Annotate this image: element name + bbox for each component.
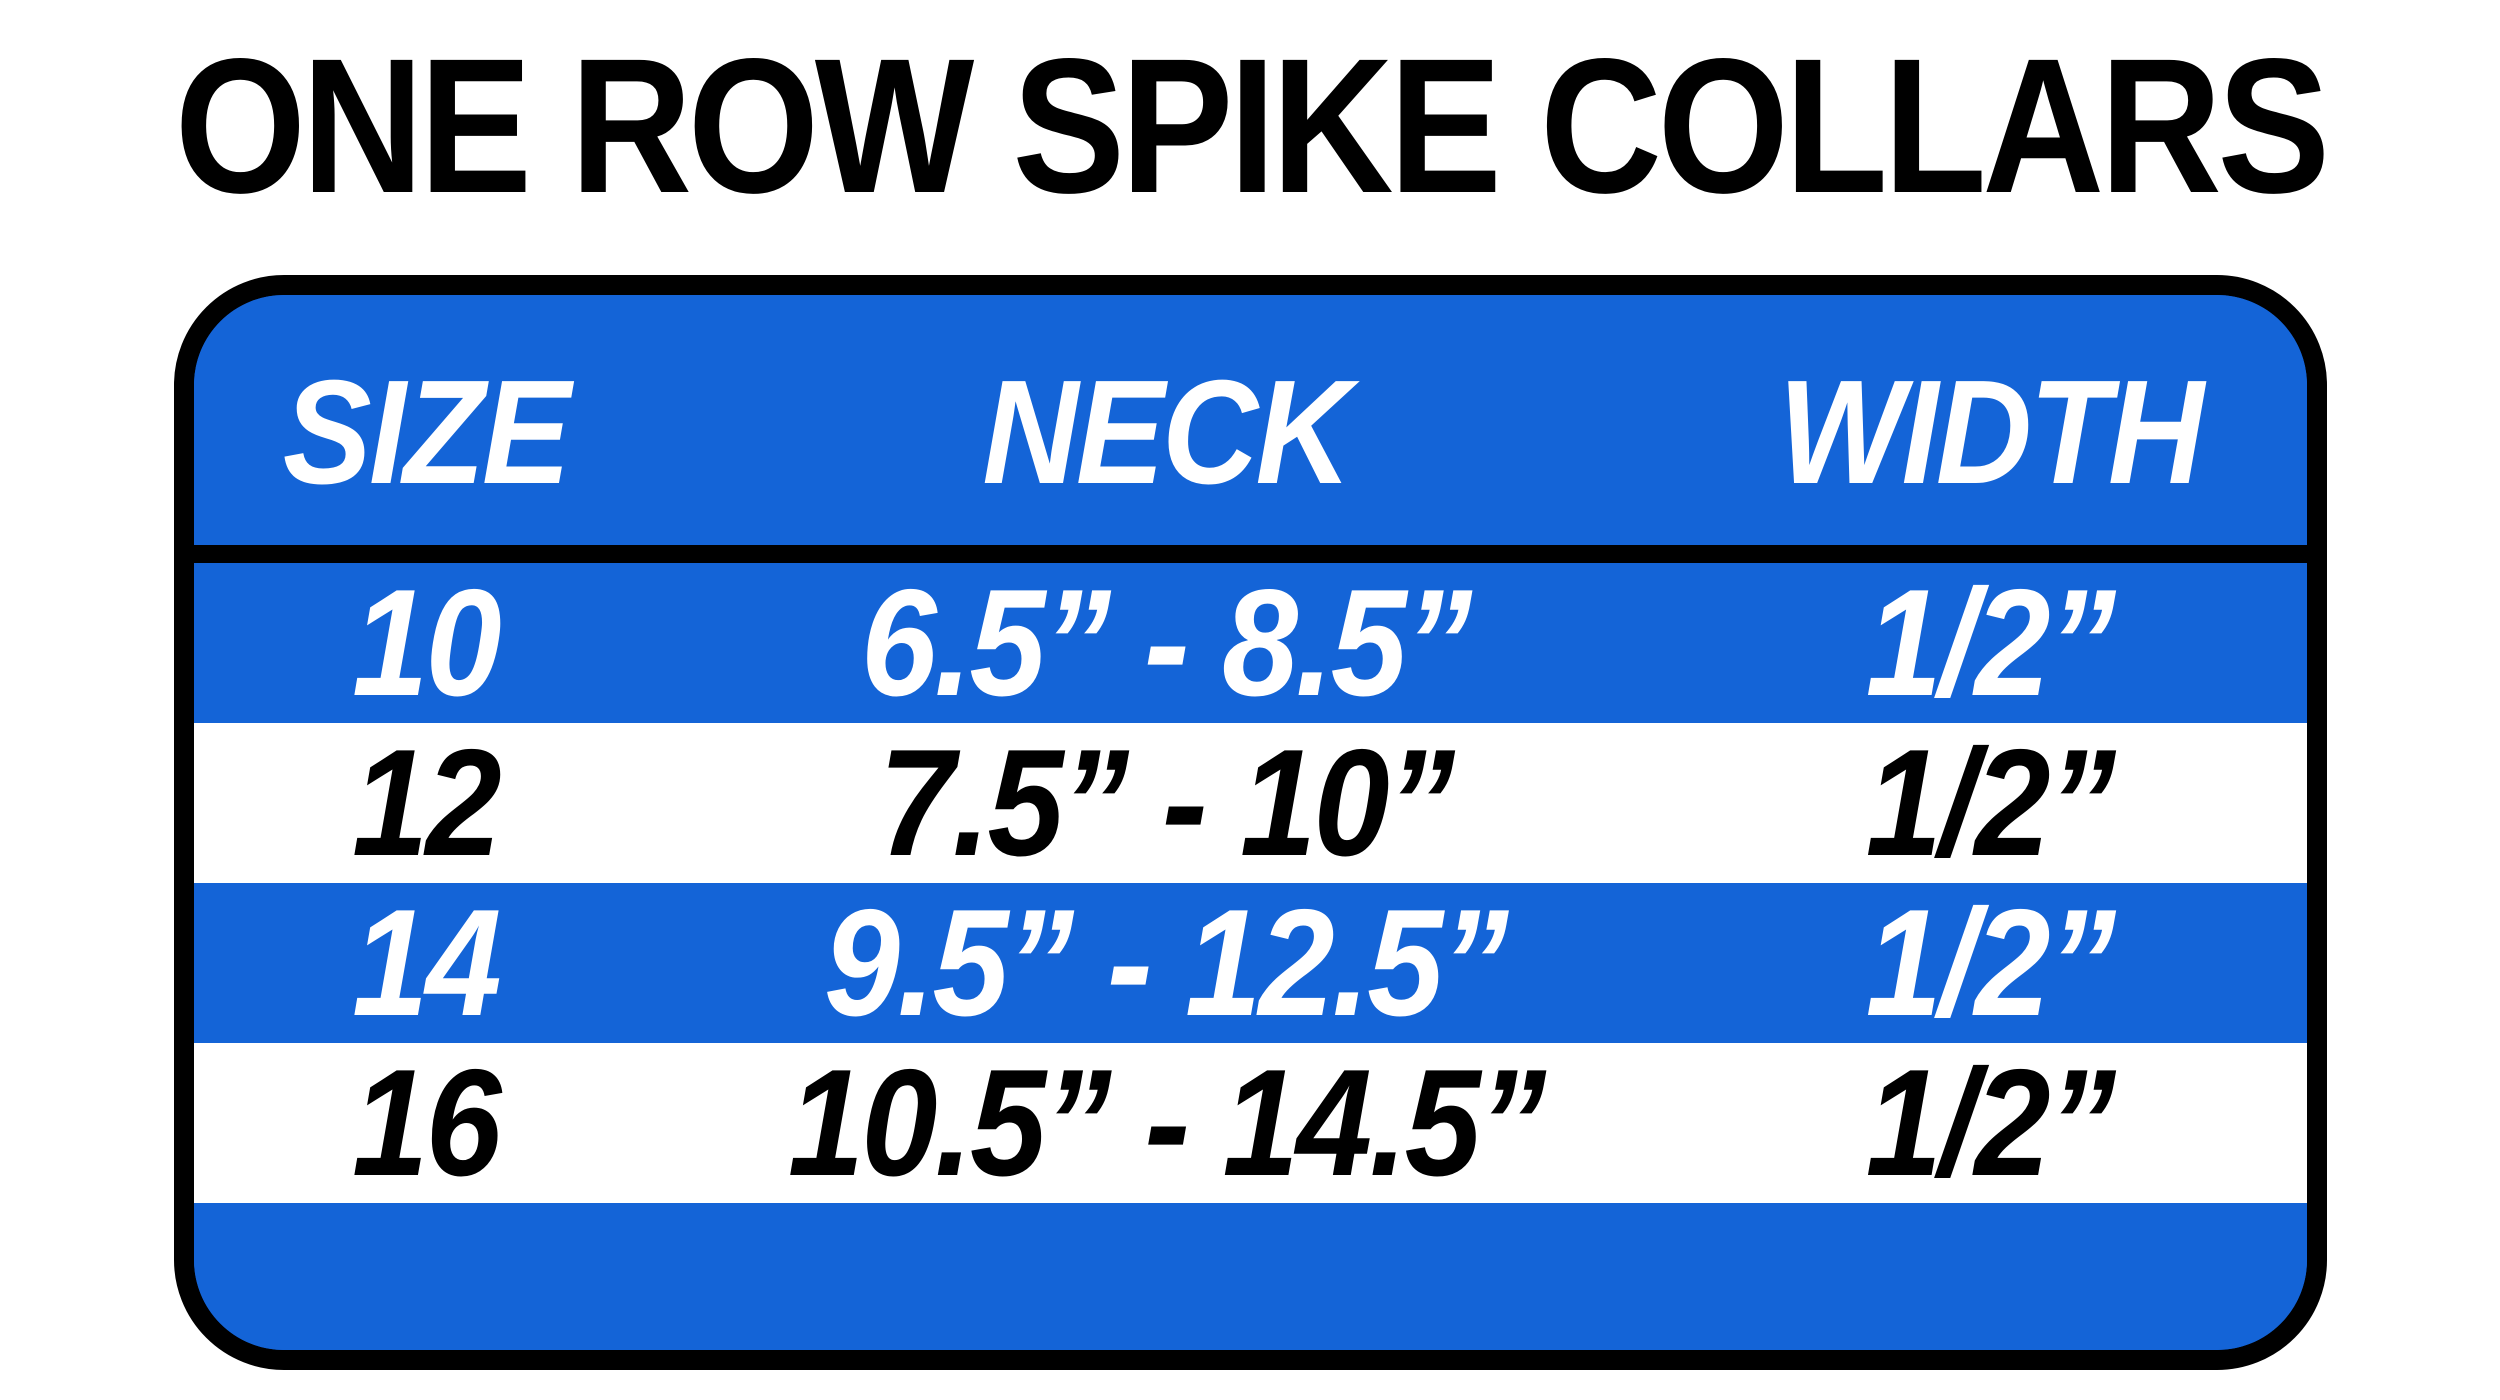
cell-size: 14 [194,876,659,1051]
cell-neck: 7.5” - 10” [658,716,1672,891]
cell-size: 10 [194,556,659,731]
cell-width-value: 1/2” [1865,717,2116,888]
cell-neck: 9.5” - 12.5” [658,876,1672,1051]
table-row-size-14: 14 9.5” - 12.5” 1/2” [193,878,2307,1048]
table-row-size-16: 16 10.5” - 14.5” 1/2” [193,1038,2307,1208]
table-row-size-12: 12 7.5” - 10” 1/2” [193,718,2307,888]
cell-neck-value: 10.5” - 14.5” [787,1037,1546,1208]
cell-width-value: 1/2” [1865,877,2116,1048]
header-divider [193,545,2307,563]
header-cell-width: WIDTH [1673,348,2307,518]
cell-size-value: 14 [352,877,502,1048]
table-header-row: SIZE NECK WIDTH [193,295,2307,545]
cell-width-value: 1/2” [1865,557,2116,728]
cell-neck: 10.5” - 14.5” [658,1036,1672,1211]
header-label-width: WIDTH [1778,350,2204,515]
cell-size-value: 12 [352,717,502,888]
header-label-neck: NECK [982,350,1351,515]
size-chart-page: { "title": "ONE ROW SPIKE COLLARS", "col… [0,30,2500,1400]
header-cell-size: SIZE [194,348,659,518]
cell-neck-value: 9.5” - 12.5” [824,877,1509,1048]
cell-width: 1/2” [1673,716,2307,891]
cell-neck-value: 7.5” - 10” [878,717,1455,888]
cell-size-value: 16 [352,1037,502,1208]
cell-size: 16 [194,1036,659,1211]
cell-neck-value: 6.5” - 8.5” [860,557,1473,728]
header-label-size: SIZE [283,350,571,515]
cell-size-value: 10 [352,557,502,728]
cell-width-value: 1/2” [1865,1037,2116,1208]
table-row-size-10: 10 6.5” - 8.5” 1/2” [193,558,2307,728]
size-chart-table: SIZE NECK WIDTH 10 6.5” - 8.5” 1/2” 12 7… [173,275,2327,1370]
header-cell-neck: NECK [658,348,1672,518]
page-title-text: ONE ROW SPIKE COLLARS [174,18,2330,233]
cell-width: 1/2” [1673,556,2307,731]
page-title: ONE ROW SPIKE COLLARS [0,30,2500,222]
cell-size: 12 [194,716,659,891]
cell-width: 1/2” [1673,876,2307,1051]
cell-width: 1/2” [1673,1036,2307,1211]
table-footer-band [193,1203,2307,1350]
cell-neck: 6.5” - 8.5” [658,556,1672,731]
